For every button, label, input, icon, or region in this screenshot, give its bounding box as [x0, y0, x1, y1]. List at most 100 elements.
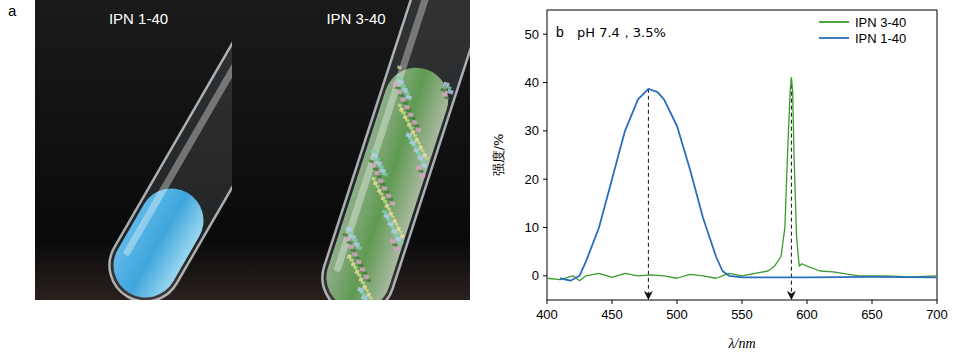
sparkle: [381, 196, 386, 201]
sparkle: [373, 181, 378, 186]
x-tick-label: 600: [796, 307, 818, 322]
sparkle: [345, 226, 352, 232]
tube-label: IPN 3-40: [326, 10, 385, 27]
sparkle: [397, 65, 402, 69]
sparkle: [409, 140, 416, 146]
annotation: pH 7.4，3.5%: [577, 25, 666, 40]
sparkle: [389, 201, 395, 206]
x-tick-label: 500: [666, 307, 688, 322]
sparkle: [382, 186, 388, 191]
sparkle: [382, 210, 389, 215]
sparkle: [360, 267, 366, 272]
sparkle: [383, 213, 390, 219]
sparkle: [347, 254, 352, 259]
y-tick: [543, 227, 547, 228]
sparkle: [353, 242, 360, 248]
sparkle: [416, 165, 422, 170]
x-tick: [612, 300, 613, 304]
x-tick-label: 550: [731, 307, 753, 322]
sparkle: [405, 94, 412, 100]
x-tick: [937, 300, 938, 304]
sparkle: [399, 107, 404, 112]
y-axis-label: 强度/%: [491, 134, 506, 177]
sparkle: [420, 173, 426, 178]
sparkle: [404, 105, 410, 110]
sparkle: [395, 236, 402, 242]
test-tube: [96, 0, 232, 300]
x-axis-label: λ/nm: [727, 336, 755, 351]
x-tick: [547, 300, 548, 304]
sparkle: [412, 120, 418, 125]
sparkle: [396, 89, 402, 94]
sparkle: [377, 188, 382, 193]
legend-label: IPN 1-40: [855, 31, 906, 46]
figure: IPN 1-40IPN 3-40a40045050055060065070001…: [0, 0, 973, 360]
sparkle: [403, 115, 408, 120]
sparkle: [370, 149, 377, 154]
test-tube: [313, 0, 470, 300]
y-tick-label: 10: [525, 220, 539, 235]
sparkle: [361, 295, 368, 300]
sparkle: [405, 132, 412, 138]
sparkle: [352, 252, 358, 257]
y-tick-label: 0: [532, 268, 539, 283]
y-tick: [543, 179, 547, 180]
sparkle: [370, 163, 376, 168]
sparkle: [378, 178, 384, 183]
sparkle: [421, 163, 428, 169]
sparkle: [358, 277, 363, 282]
x-tick-label: 700: [926, 307, 948, 322]
sparkle: [379, 168, 386, 174]
tube-highlight: [333, 0, 460, 273]
y-tick-label: 30: [525, 123, 539, 138]
sparkle: [384, 203, 389, 208]
sparkle: [407, 122, 412, 127]
sparkle: [386, 193, 392, 198]
sparkle: [443, 81, 450, 87]
peak-arrow: [791, 78, 792, 299]
y-tick: [543, 130, 547, 131]
sparkle: [374, 171, 380, 176]
sparkle: [356, 259, 362, 264]
sparkle: [401, 87, 408, 93]
tube-highlight: [122, 0, 232, 257]
sparkle: [400, 97, 406, 102]
sparkle: [397, 103, 402, 107]
x-tick: [807, 300, 808, 304]
sparkle: [396, 75, 403, 80]
sparkle: [375, 160, 382, 166]
panel-label: a: [8, 2, 17, 19]
y-tick-label: 50: [525, 27, 539, 42]
peak-arrow: [648, 89, 649, 299]
x-tick: [742, 300, 743, 304]
sparkle: [363, 274, 369, 279]
x-tick: [677, 300, 678, 304]
legend-label: IPN 3-40: [855, 15, 906, 30]
plot-area: [547, 78, 937, 299]
x-tick: [872, 300, 873, 304]
sparkle: [408, 112, 414, 117]
y-tick: [543, 34, 547, 35]
sparkle: [369, 159, 375, 163]
y-tick-label: 20: [525, 172, 539, 187]
sparkle: [351, 262, 356, 267]
sparkle: [390, 239, 396, 244]
series-line: [547, 78, 937, 281]
plot-frame: [547, 10, 937, 300]
photo: IPN 1-40: [35, 0, 232, 300]
sparkle: [392, 82, 398, 87]
sparkle: [371, 177, 376, 181]
tube-glass: [313, 0, 470, 300]
x-tick-label: 450: [601, 307, 623, 322]
sparkle: [370, 300, 375, 301]
sparkle: [343, 233, 349, 237]
x-tick-label: 650: [861, 307, 883, 322]
sparkle: [447, 89, 454, 95]
legend-swatch: [819, 21, 849, 23]
sparkle: [442, 92, 448, 97]
sparkle: [397, 79, 404, 85]
x-tick-label: 400: [536, 307, 558, 322]
y-tick: [543, 275, 547, 276]
tube-label: IPN 1-40: [109, 10, 168, 27]
y-tick-label: 40: [525, 75, 539, 90]
